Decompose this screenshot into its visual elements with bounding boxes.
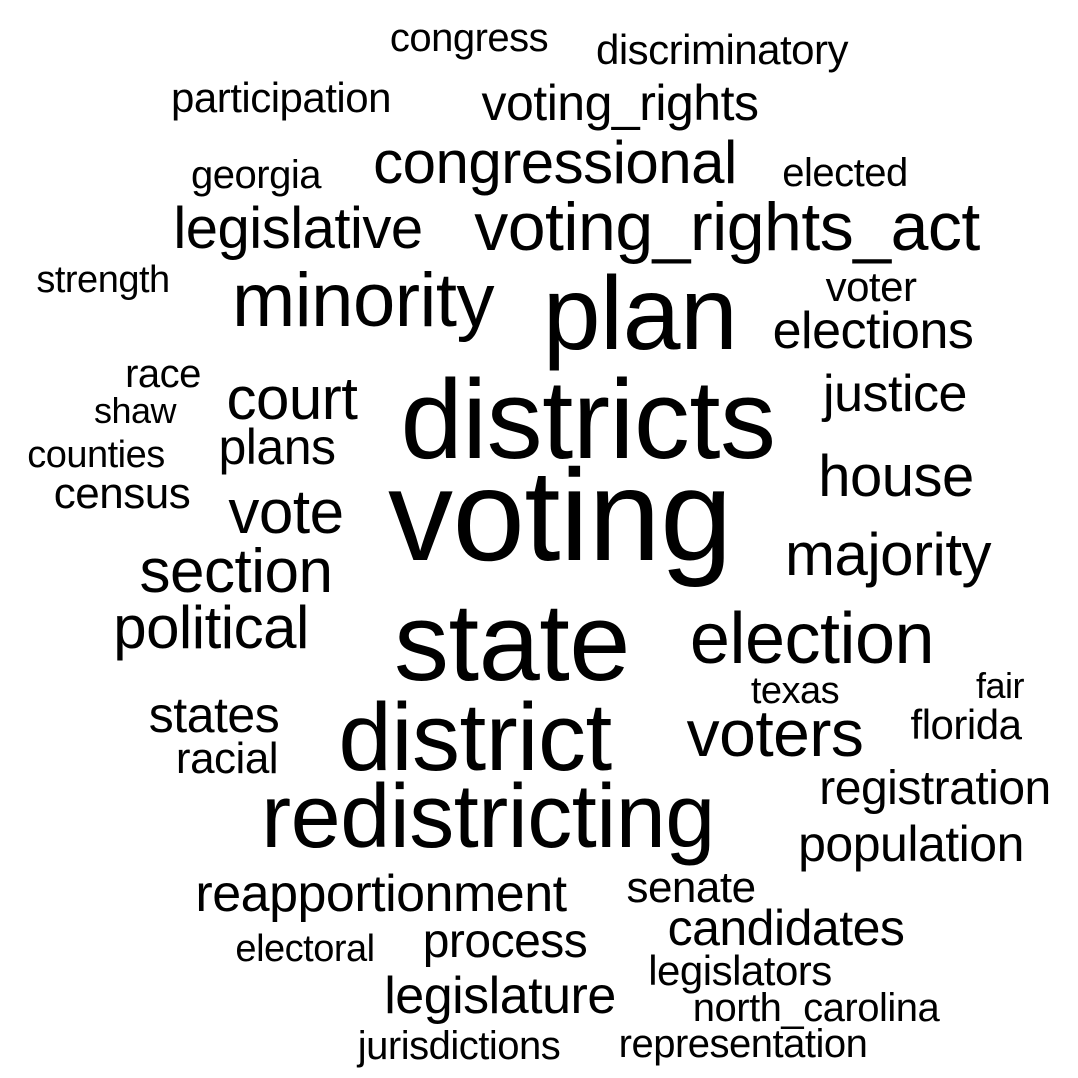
word-strength: strength bbox=[36, 259, 170, 301]
word-election: election bbox=[689, 599, 935, 679]
word-political: political bbox=[113, 594, 309, 661]
word-congressional: congressional bbox=[373, 129, 737, 196]
word-electoral: electoral bbox=[235, 928, 375, 970]
word-florida: florida bbox=[910, 701, 1022, 748]
word-georgia: georgia bbox=[191, 153, 321, 197]
word-north-carolina: north_carolina bbox=[692, 986, 940, 1030]
word-representation: representation bbox=[618, 1022, 868, 1066]
word-voting-rights: voting_rights bbox=[481, 75, 760, 131]
word-counties: counties bbox=[27, 434, 165, 476]
word-elected: elected bbox=[782, 151, 908, 195]
word-district: district bbox=[338, 684, 612, 791]
word-candidates: candidates bbox=[667, 900, 905, 956]
word-participation: participation bbox=[171, 74, 391, 121]
word-vote: vote bbox=[228, 478, 344, 547]
word-jurisdictions: jurisdictions bbox=[357, 1024, 561, 1068]
word-majority: majority bbox=[784, 521, 992, 588]
word-states: states bbox=[148, 687, 280, 743]
word-state: state bbox=[394, 581, 630, 704]
word-voter: voter bbox=[825, 263, 917, 310]
word-fair: fair bbox=[975, 665, 1025, 706]
word-texas: texas bbox=[750, 670, 840, 712]
word-house: house bbox=[818, 444, 974, 509]
word-racial: racial bbox=[175, 734, 279, 783]
word-voters: voters bbox=[686, 696, 864, 770]
word-plan: plan bbox=[542, 256, 738, 372]
word-discriminatory: discriminatory bbox=[595, 26, 849, 73]
word-minority: minority bbox=[231, 258, 495, 343]
word-process: process bbox=[422, 915, 588, 968]
word-plans: plans bbox=[218, 419, 336, 475]
word-section: section bbox=[139, 537, 333, 606]
word-redistricting: redistricting bbox=[261, 767, 715, 867]
word-legislature: legislature bbox=[384, 967, 616, 1025]
word-race: race bbox=[125, 352, 201, 396]
word-registration: registration bbox=[819, 762, 1051, 815]
word-census: census bbox=[53, 469, 191, 518]
word-districts: districts bbox=[400, 357, 776, 482]
word-population: population bbox=[798, 816, 1024, 872]
word-senate: senate bbox=[626, 863, 756, 912]
word-shaw: shaw bbox=[93, 390, 177, 431]
word-legislators: legislators bbox=[648, 947, 832, 994]
word-congress: congress bbox=[389, 16, 549, 60]
word-voting: voting bbox=[388, 442, 732, 588]
word-legislative: legislative bbox=[173, 196, 423, 261]
word-court: court bbox=[226, 365, 358, 432]
word-reapportionment: reapportionment bbox=[195, 865, 567, 923]
word-voting-rights-act: voting_rights_act bbox=[474, 189, 980, 265]
word-justice: justice bbox=[823, 365, 967, 423]
word-elections: elections bbox=[772, 302, 974, 360]
